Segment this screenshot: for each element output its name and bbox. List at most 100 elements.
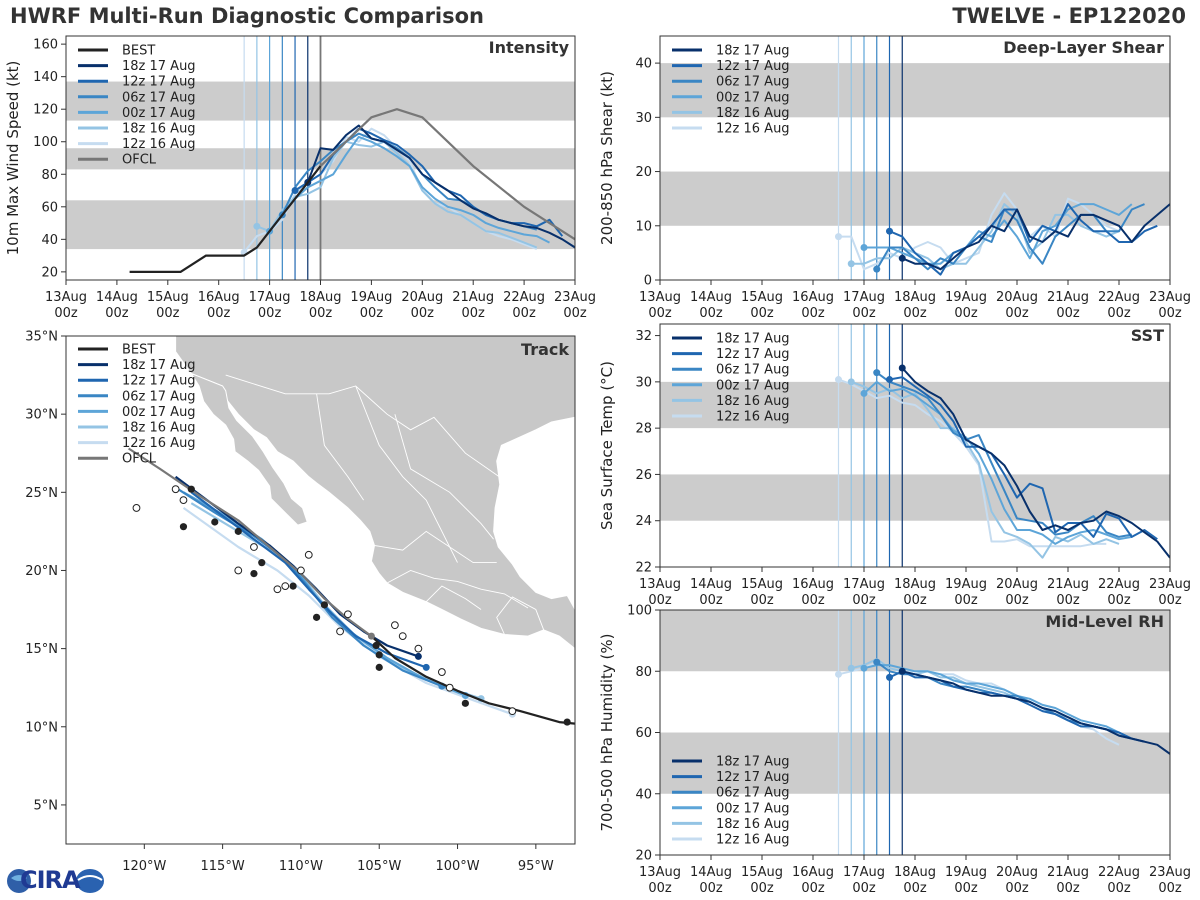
legend-label: 18z 16 Aug [716,106,790,121]
x-tick-label-hour: 00z [411,306,435,321]
map-area [128,336,575,726]
x-tick-label-date: 17Aug [843,577,885,592]
x-tick-label-date: 16Aug [198,290,240,305]
x-tick-label-hour: 00z [1158,593,1182,608]
x-tick-label-date: 23Aug [1149,290,1191,305]
threshold-band [660,171,1170,226]
series-start-marker [835,376,842,384]
x-tick-label-date: 13Aug [639,577,681,592]
x-tick-label-date: 17Aug [249,290,291,305]
track-line-ofcl [128,447,373,637]
lon-tick-label: 120°W [122,859,166,874]
legend-label: 12z 17 Aug [716,59,790,74]
series-line-18z-16-aug [850,380,1120,559]
x-tick-label-hour: 00z [258,306,282,321]
legend-label: 18z 16 Aug [122,421,196,436]
track-point-filled [187,485,195,493]
legend-label: 00z 17 Aug [716,801,790,816]
legend-label: 00z 17 Aug [122,405,196,420]
x-tick-label-date: 19Aug [945,577,987,592]
y-axis-label: 200-850 hPa Shear (kt) [598,71,616,245]
legend-label: 12z 16 Aug [716,410,790,425]
track-point-filled [211,518,219,526]
track-panel: 120°W 115°W 110°W 105°W 100°W 95°W 5°N 10°N 15°N… [25,330,576,874]
y-tick-label: 20 [635,849,652,864]
series-line-12z-16-aug [838,661,1120,746]
land-mainland [175,336,575,650]
series-line-12z-17-aug [889,376,1158,541]
track-point-filled [234,527,242,535]
x-tick-label-date: 14Aug [690,290,732,305]
track-point-filled [375,651,383,659]
series-line-18z-16-aug [256,140,538,249]
series-line-18z-17-aug [901,203,1170,271]
x-tick-label-hour: 00z [512,306,536,321]
x-tick-label-date: 18Aug [894,290,936,305]
x-tick-label-date: 16Aug [792,865,834,880]
storm-id: TWELVE - EP122020 [952,4,1186,28]
y-tick-label: 80 [41,168,58,183]
x-tick-label-date: 21Aug [1047,865,1089,880]
series-start-marker [873,369,881,377]
y-tick-label: 120 [33,103,58,118]
x-tick-label-date: 14Aug [690,865,732,880]
lat-tick-label: 10°N [25,720,58,735]
x-tick-label-hour: 00z [1005,306,1029,321]
legend-label: 12z 16 Aug [716,122,790,137]
legend-label: BEST [122,44,155,59]
x-tick-label-hour: 00z [903,881,927,896]
x-tick-label-hour: 00z [1107,881,1131,896]
legend-label: 00z 17 Aug [716,378,790,393]
intensity-panel: 2040608010012014016013Aug00z14Aug00z15Au… [4,35,596,321]
series-line-00z-17-aug [863,664,1133,740]
x-tick-label-date: 22Aug [1098,865,1140,880]
track-point-filled [179,523,188,531]
track-point-open [273,585,282,594]
legend-label: 18z 16 Aug [122,122,196,137]
track-point-open [390,621,399,630]
track-point-open [132,504,141,512]
legend-label: 12z 17 Aug [122,75,196,90]
x-tick-label-hour: 00z [699,593,723,608]
lon-tick-label: 105°W [357,859,401,874]
legend-label: 18z 17 Aug [122,358,196,373]
lat-tick-label: 5°N [34,798,59,813]
shear-panel: 01020304013Aug00z14Aug00z15Aug00z16Aug00… [598,35,1191,321]
x-tick-label-hour: 00z [648,593,672,608]
legend-label: 00z 17 Aug [716,90,790,105]
legend-label: 06z 17 Aug [122,90,196,105]
series-start-marker [886,376,893,384]
track-point-filled [375,663,383,671]
x-tick-label-hour: 00z [54,306,78,321]
x-tick-label-date: 19Aug [350,290,392,305]
series-start-marker [860,389,868,397]
lat-tick-label: 15°N [25,642,58,657]
series-start-marker [898,364,906,372]
track-point-open [250,543,258,551]
x-tick-label-date: 20Aug [996,577,1038,592]
panel-title: Mid-Level RH [1045,612,1164,631]
legend-label: 18z 16 Aug [716,394,790,409]
series-line-18z-17-aug [306,124,575,249]
track-point-open [414,644,423,653]
y-tick-label: 32 [635,329,652,344]
x-tick-label-hour: 00z [954,306,978,321]
panel-title: SST [1131,326,1164,345]
x-tick-label-date: 15Aug [147,290,189,305]
state-border [394,414,494,540]
y-tick-label: 10 [635,219,652,234]
legend-label: OFCL [122,153,157,168]
x-tick-label-date: 18Aug [894,865,936,880]
x-tick-label-hour: 00z [1056,306,1080,321]
track-point-open [179,496,188,505]
x-tick-label-date: 21Aug [1047,577,1089,592]
legend-label: 12z 17 Aug [716,770,790,785]
lat-tick-label: 25°N [25,486,58,501]
panel-title: Intensity [489,38,570,57]
x-tick-label-date: 15Aug [741,290,783,305]
x-tick-label-date: 20Aug [996,865,1038,880]
x-tick-label-hour: 00z [1107,593,1131,608]
y-tick-label: 26 [635,468,652,483]
plot-area [660,36,1170,280]
y-axis-label: 700-500 hPa Humidity (%) [598,633,616,831]
